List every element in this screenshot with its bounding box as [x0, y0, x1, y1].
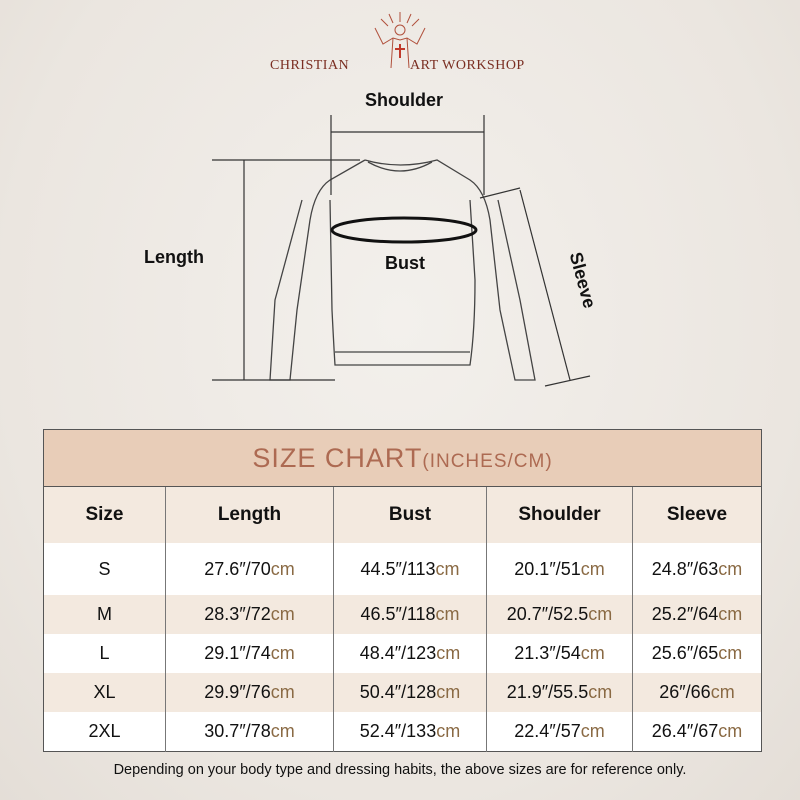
table-row: S 27.6″/70cm 44.5″/113cm 20.1″/51cm 24.8″/63… — [44, 543, 762, 595]
brand-logo: CHRISTIAN ART WORKSHOP — [260, 10, 540, 73]
unit-cm: cm — [270, 682, 295, 702]
measurement-cell: 24.8″/63cm — [632, 543, 762, 595]
title-text: SIZE CHART — [252, 442, 423, 473]
unit-cm: cm — [435, 558, 460, 579]
jesus-with-cross-icon — [374, 12, 426, 69]
measurement-cell: 30.7″/78cm — [165, 712, 334, 752]
measurement-value: 50.4″/128 — [359, 682, 437, 702]
measurement-value: 28.3″/72 — [204, 604, 271, 624]
unit-cm: cm — [718, 721, 743, 741]
title-units: (INCHES/CM) — [422, 450, 553, 472]
unit-cm: cm — [580, 558, 605, 579]
measurement-cell: 21.3″/54cm — [486, 634, 633, 673]
unit-cm: cm — [588, 682, 613, 702]
measurement-value: 29.1″/74 — [204, 643, 271, 663]
measurement-cell: 27.6″/70cm — [165, 543, 334, 595]
size-chart-title: SIZE CHART(INCHES/CM) — [43, 429, 762, 487]
unit-cm: cm — [270, 558, 295, 579]
size-cell: 2XL — [88, 721, 121, 741]
unit-cm: cm — [718, 643, 743, 663]
measurement-cell: 29.1″/74cm — [165, 634, 334, 673]
column-header-sleeve: Sleeve — [632, 486, 762, 543]
unit-cm: cm — [270, 721, 295, 741]
measurement-value: 26″/66 — [659, 682, 711, 702]
unit-cm: cm — [580, 643, 605, 663]
shoulder-label: Shoulder — [365, 90, 444, 110]
measurement-cell: 26.4″/67cm — [632, 712, 762, 752]
measurement-cell: 48.4″/123cm — [333, 634, 487, 673]
table-row: XL 29.9″/76cm 50.4″/128cm 21.9″/55.5cm 26″/6… — [43, 673, 762, 712]
unit-cm: cm — [710, 682, 735, 702]
measurement-cell: 20.7″/52.5cm — [486, 595, 633, 634]
unit-cm: cm — [718, 558, 743, 579]
size-cell: L — [99, 643, 110, 663]
brand-name-right: ART WORKSHOP — [410, 58, 525, 73]
table-row: M 28.3″/72cm 46.5″/118cm 20.7″/52.5cm 25.2″/… — [43, 595, 762, 634]
measurement-value: 27.6″/70 — [204, 558, 271, 579]
unit-cm: cm — [588, 604, 613, 624]
measurement-value: 25.6″/65 — [651, 643, 719, 663]
measurement-value: 44.5″/113 — [360, 558, 436, 579]
measurement-cell: 29.9″/76cm — [165, 673, 334, 712]
measurement-cell: 21.9″/55.5cm — [486, 673, 633, 712]
unit-cm: cm — [436, 643, 461, 663]
measurement-cell: 25.2″/64cm — [632, 595, 762, 634]
column-header-bust: Bust — [333, 486, 487, 543]
measurement-cell: 44.5″/113cm — [333, 543, 487, 595]
measurement-cell: 50.4″/128cm — [333, 673, 487, 712]
measurement-cell: 22.4″/57cm — [486, 712, 633, 752]
measurement-cell: 46.5″/118cm — [333, 595, 487, 634]
unit-cm: cm — [436, 682, 461, 702]
column-header-size: Size — [43, 486, 166, 543]
unit-cm: cm — [270, 643, 295, 663]
unit-cm: cm — [435, 604, 460, 624]
measurement-cell: 25.6″/65cm — [632, 634, 762, 673]
size-cell: XL — [43, 673, 166, 712]
sweatshirt-diagram: Shoulder Length Bust Sleeve — [0, 80, 800, 420]
measurement-value: 24.8″/63 — [651, 558, 719, 579]
measurement-cell: 26″/66cm — [632, 673, 762, 712]
unit-cm: cm — [436, 721, 461, 741]
measurement-cell: 20.1″/51cm — [486, 543, 633, 595]
size-cell: S — [98, 558, 111, 579]
measurement-value: 52.4″/133 — [359, 721, 437, 741]
unit-cm: cm — [718, 604, 743, 624]
bust-label: Bust — [385, 253, 425, 273]
measurement-value: 21.3″/54 — [514, 643, 581, 663]
unit-cm: cm — [270, 604, 295, 624]
length-label: Length — [144, 247, 204, 267]
sweatshirt-outline-icon — [212, 115, 591, 387]
measurement-cell: 28.3″/72cm — [165, 595, 334, 634]
table-row: 2XL 30.7″/78cm 52.4″/133cm 22.4″/57cm 26.4″/… — [44, 712, 762, 752]
measurement-value: 30.7″/78 — [204, 721, 271, 741]
measurement-value: 46.5″/118 — [360, 604, 436, 624]
table-row: L 29.1″/74cm 48.4″/123cm 21.3″/54cm 25.6″/65… — [44, 634, 762, 673]
measurement-value: 20.1″/51 — [514, 558, 581, 579]
column-header-shoulder: Shoulder — [486, 486, 633, 543]
measurement-value: 29.9″/76 — [204, 682, 271, 702]
unit-cm: cm — [580, 721, 605, 741]
table-header-row: Size Length Bust Shoulder Sleeve — [43, 486, 762, 543]
measurement-cell: 52.4″/133cm — [333, 712, 487, 752]
size-chart-table: SIZE CHART(INCHES/CM) Size Length Bust S… — [43, 429, 762, 752]
measurement-value: 25.2″/64 — [651, 604, 719, 624]
reference-note: Depending on your body type and dressing… — [113, 762, 687, 778]
size-cell: M — [43, 595, 166, 634]
brand-name-left: CHRISTIAN — [270, 58, 350, 73]
measurement-value: 20.7″/52.5 — [506, 604, 589, 624]
measurement-value: 26.4″/67 — [651, 721, 719, 741]
measurement-value: 22.4″/57 — [514, 721, 581, 741]
measurement-value: 48.4″/123 — [359, 643, 437, 663]
measurement-value: 21.9″/55.5 — [506, 682, 589, 702]
column-header-length: Length — [165, 486, 334, 543]
